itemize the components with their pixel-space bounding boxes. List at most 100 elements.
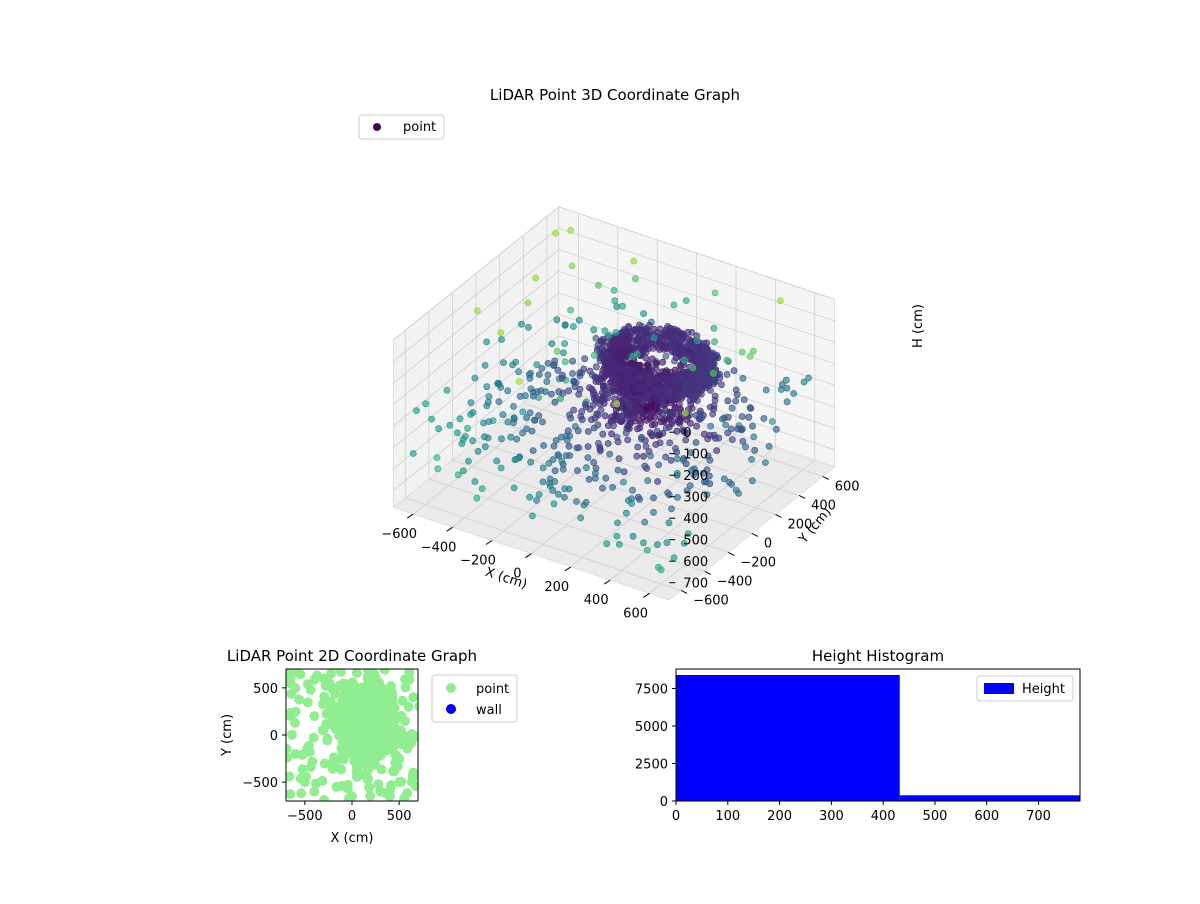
- x-tick-mark: [485, 540, 493, 545]
- z-tick-label: 0: [683, 426, 691, 441]
- y-tick-label: 0: [660, 795, 668, 810]
- scatter-point: [711, 392, 719, 400]
- scatter-point: [640, 329, 648, 337]
- scatter-point: [599, 382, 607, 390]
- y-tick-label: −400: [717, 574, 753, 589]
- x-tick-label: 0: [672, 809, 680, 824]
- scatter-point: [765, 442, 773, 450]
- scatter-point: [456, 415, 464, 423]
- scatter-point: [689, 364, 697, 372]
- scatter-point: [746, 404, 754, 412]
- x-tick-label: −500: [287, 809, 323, 824]
- scatter-point: [682, 436, 690, 444]
- scatter-point: [548, 390, 555, 398]
- scatter-point: [685, 347, 693, 355]
- scatter-point: [578, 408, 586, 416]
- scatter-point: [550, 500, 558, 508]
- y-tick-label: −500: [242, 776, 278, 791]
- x-tick-label: 500: [387, 809, 412, 824]
- scatter-point-2d: [286, 688, 297, 699]
- scatter-point: [453, 429, 461, 437]
- chart-3d-legend-marker: [373, 123, 381, 131]
- scatter-point-2d: [295, 669, 306, 680]
- scatter-point: [467, 411, 474, 418]
- scatter-point: [590, 326, 598, 334]
- scatter-point: [688, 466, 696, 474]
- scatter-point: [640, 539, 647, 547]
- scatter-point: [659, 429, 667, 437]
- scatter-point: [680, 456, 687, 464]
- scatter-point: [733, 391, 741, 399]
- scatter-point-2d: [289, 717, 300, 728]
- scatter-point-2d: [342, 720, 353, 731]
- scatter-point: [660, 402, 667, 409]
- scatter-point: [567, 306, 574, 314]
- scatter-point-2d: [402, 788, 413, 799]
- scatter-point: [510, 402, 517, 410]
- scatter-point: [433, 454, 441, 461]
- scatter-point: [526, 493, 533, 501]
- scatter-point: [715, 434, 723, 442]
- scatter-point: [683, 487, 691, 494]
- scatter-point: [530, 392, 537, 400]
- chart-3d-legend: point: [358, 114, 445, 140]
- scatter-point: [592, 363, 600, 371]
- x-tick-label: 200: [767, 809, 792, 824]
- scatter-point: [483, 402, 491, 410]
- scatter-point: [634, 334, 642, 342]
- scatter-point: [666, 408, 673, 416]
- scatter-point: [606, 450, 614, 458]
- scatter-point: [529, 512, 536, 520]
- x-tick-label: 600: [623, 606, 648, 621]
- x-tick-mark: [643, 592, 650, 598]
- scatter-point: [493, 457, 501, 465]
- chart-2d-ticks: −500 0 500 −500 0 500: [242, 682, 411, 824]
- x-tick-mark: [406, 513, 414, 519]
- scatter-point: [625, 368, 632, 376]
- scatter-point: [446, 421, 454, 429]
- x-tick-mark: [564, 566, 572, 572]
- scatter-point: [464, 424, 471, 432]
- chart-histogram-legend-swatch: [984, 683, 1014, 694]
- scatter-point: [778, 381, 786, 388]
- histogram-bar: [899, 795, 1080, 801]
- scatter-point: [559, 371, 566, 379]
- scatter-point: [673, 374, 681, 381]
- y-tick-label: 400: [811, 498, 836, 513]
- scatter-point: [478, 485, 486, 492]
- scatter-point: [481, 443, 489, 451]
- scatter-point: [620, 478, 627, 486]
- scatter-point: [637, 419, 645, 427]
- scatter-point: [525, 323, 532, 331]
- chart-3d: LiDAR Point 3D Coordinate Graph −600 −400…: [358, 86, 926, 621]
- scatter-point: [697, 390, 705, 398]
- scatter-point: [552, 436, 560, 444]
- scatter-point: [688, 356, 695, 364]
- scatter-point: [728, 436, 736, 443]
- scatter-point: [567, 414, 574, 422]
- scatter-point: [575, 390, 583, 398]
- scatter-point: [569, 370, 576, 377]
- scatter-point: [776, 297, 784, 305]
- scatter-point: [697, 377, 705, 385]
- scatter-point: [594, 411, 602, 419]
- scatter-point-2d: [351, 719, 362, 730]
- scatter-point: [710, 324, 718, 332]
- scatter-point: [561, 485, 569, 493]
- scatter-point: [693, 337, 701, 345]
- scatter-point-2d: [351, 669, 362, 679]
- scatter-point: [524, 299, 532, 307]
- scatter-point-2d: [379, 669, 390, 675]
- scatter-point: [548, 340, 556, 347]
- scatter-point: [682, 297, 690, 304]
- scatter-point: [412, 407, 420, 414]
- chart-histogram-bars: [676, 675, 1080, 801]
- scatter-point: [592, 378, 600, 385]
- scatter-point: [480, 419, 487, 427]
- scatter-point: [434, 465, 442, 473]
- scatter-point-2d: [410, 732, 418, 742]
- scatter-point: [659, 410, 667, 417]
- scatter-point: [617, 393, 624, 401]
- x-tick-label: 0: [513, 567, 521, 582]
- scatter-point: [599, 338, 606, 346]
